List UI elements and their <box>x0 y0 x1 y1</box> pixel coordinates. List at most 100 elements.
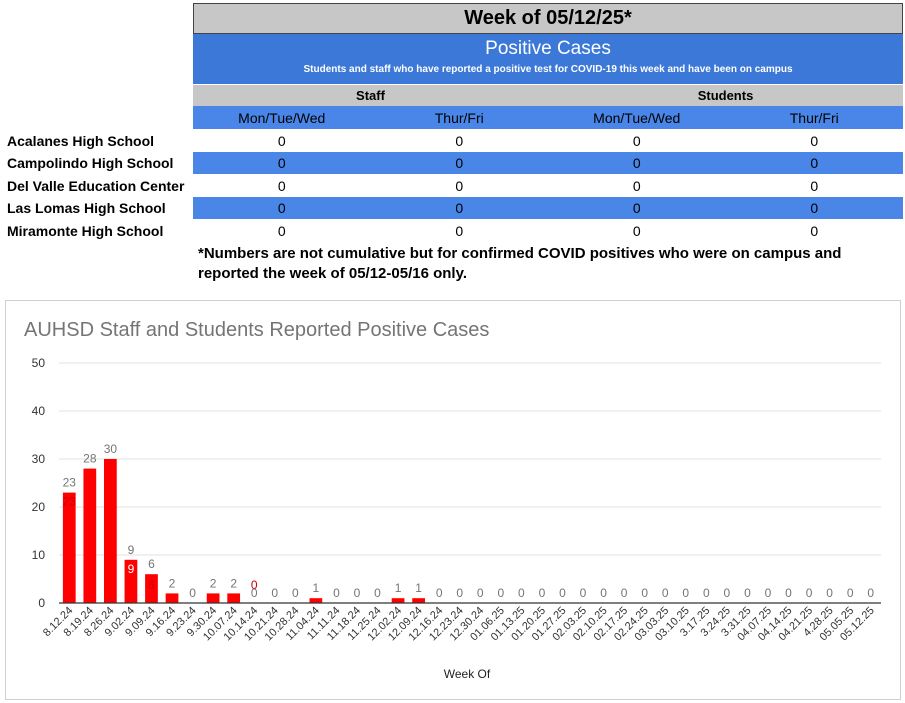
data-label: 30 <box>104 442 118 456</box>
data-label: 1 <box>395 581 402 595</box>
school-name: Las Lomas High School <box>7 200 166 216</box>
y-tick-label: 40 <box>32 404 46 418</box>
table-cell: 0 <box>277 133 286 149</box>
table-cell: 0 <box>277 178 286 194</box>
table-cell: 0 <box>455 223 464 239</box>
chart-title: AUHSD Staff and Students Reported Positi… <box>24 319 490 341</box>
table-cell: 0 <box>810 133 819 149</box>
table-cell: 0 <box>277 155 286 171</box>
chart-container: AUHSD Staff and Students Reported Positi… <box>5 300 901 700</box>
column-header: Thur/Fri <box>789 110 839 126</box>
data-label: 0 <box>580 586 587 600</box>
data-label: 0 <box>806 586 813 600</box>
column-header-row: Mon/Tue/Wed Thur/Fri Mon/Tue/Wed Thur/Fr… <box>193 106 903 129</box>
data-label: 1 <box>313 581 320 595</box>
data-label: 0 <box>621 586 628 600</box>
data-label: 0 <box>662 586 669 600</box>
data-label: 0 <box>292 586 299 600</box>
data-label: 0 <box>847 586 854 600</box>
positive-cases-title: Positive Cases <box>485 38 611 59</box>
bar <box>104 459 117 603</box>
bar <box>206 593 220 603</box>
data-label: 1 <box>415 581 422 595</box>
data-label: 2 <box>230 576 237 590</box>
y-tick-label: 20 <box>32 500 46 514</box>
inner-data-label: 9 <box>128 562 135 576</box>
table-cell: 0 <box>455 155 464 171</box>
column-header: Thur/Fri <box>434 110 484 126</box>
data-label: 0 <box>744 586 751 600</box>
data-label: 0 <box>333 586 340 600</box>
bar <box>145 574 158 603</box>
school-name: Acalanes High School <box>7 133 155 149</box>
positive-cases-subtitle: Students and staff who have reported a p… <box>303 64 793 75</box>
table-row: Campolindo High School 0 0 0 0 <box>0 152 903 174</box>
bar <box>124 559 138 603</box>
table-cell: 0 <box>810 155 819 171</box>
table-cell: 0 <box>632 223 641 239</box>
bar <box>309 598 323 603</box>
table-cell: 0 <box>632 133 641 149</box>
group-header-row: Staff Students <box>193 85 903 106</box>
data-label: 0 <box>559 586 566 600</box>
y-tick-label: 10 <box>32 548 46 562</box>
table-cell: 0 <box>810 223 819 239</box>
data-label: 0 <box>271 586 278 600</box>
data-label: 2 <box>210 576 217 590</box>
positive-cases-header: Positive Cases Students and staff who ha… <box>193 34 903 84</box>
data-label: 6 <box>148 557 155 571</box>
school-name: Campolindo High School <box>7 155 174 171</box>
inner-data-label: 0 <box>251 578 258 592</box>
table-cell: 0 <box>632 155 641 171</box>
table-row: Miramonte High School 0 0 0 0 <box>0 220 903 242</box>
data-label: 0 <box>703 586 710 600</box>
table-cell: 0 <box>455 200 464 216</box>
footnote: *Numbers are not cumulative but for conf… <box>198 245 842 282</box>
data-label: 23 <box>63 476 77 490</box>
data-label: 0 <box>436 586 443 600</box>
data-label: 0 <box>826 586 833 600</box>
data-label: 0 <box>374 586 381 600</box>
data-label: 0 <box>724 586 731 600</box>
data-label: 0 <box>539 586 546 600</box>
bar <box>227 593 241 603</box>
table-cell: 0 <box>810 178 819 194</box>
bar <box>412 598 425 603</box>
data-label: 0 <box>251 586 258 600</box>
data-label: 0 <box>641 586 648 600</box>
table-cell: 0 <box>632 200 641 216</box>
table-cell: 0 <box>277 200 286 216</box>
bar <box>83 468 97 603</box>
table-row: Acalanes High School 0 0 0 0 <box>0 130 903 152</box>
school-name: Del Valle Education Center <box>7 178 185 194</box>
y-tick-label: 30 <box>32 452 46 466</box>
table-cell: 0 <box>277 223 286 239</box>
table-cell: 0 <box>632 178 641 194</box>
group-staff: Staff <box>356 88 385 103</box>
week-title: Week of 05/12/25* <box>193 3 903 34</box>
data-label: 2 <box>169 576 176 590</box>
data-label: 0 <box>354 586 361 600</box>
y-tick-label: 50 <box>32 356 46 370</box>
bar-chart: 0102030405023238.12.24288.19.24308.26.24… <box>32 356 881 681</box>
column-header: Mon/Tue/Wed <box>593 110 681 126</box>
inner-data-label: 23 <box>63 495 77 509</box>
table-cell: 0 <box>455 133 464 149</box>
bar <box>62 492 76 603</box>
data-label: 0 <box>477 586 484 600</box>
school-name: Miramonte High School <box>7 223 164 239</box>
data-label: 0 <box>765 586 772 600</box>
y-tick-label: 0 <box>38 596 45 610</box>
data-label: 0 <box>189 586 196 600</box>
data-label: 0 <box>497 586 504 600</box>
x-axis-title: Week Of <box>444 667 491 681</box>
bar <box>165 593 179 603</box>
data-label: 9 <box>128 543 135 557</box>
table-row: Del Valle Education Center 0 0 0 0 <box>0 175 903 197</box>
data-label: 0 <box>456 586 463 600</box>
inner-data-label: 6 <box>148 578 155 592</box>
bar <box>391 598 405 603</box>
column-header: Mon/Tue/Wed <box>238 110 326 126</box>
data-label: 0 <box>518 586 525 600</box>
table-row: Las Lomas High School 0 0 0 0 <box>0 197 903 219</box>
